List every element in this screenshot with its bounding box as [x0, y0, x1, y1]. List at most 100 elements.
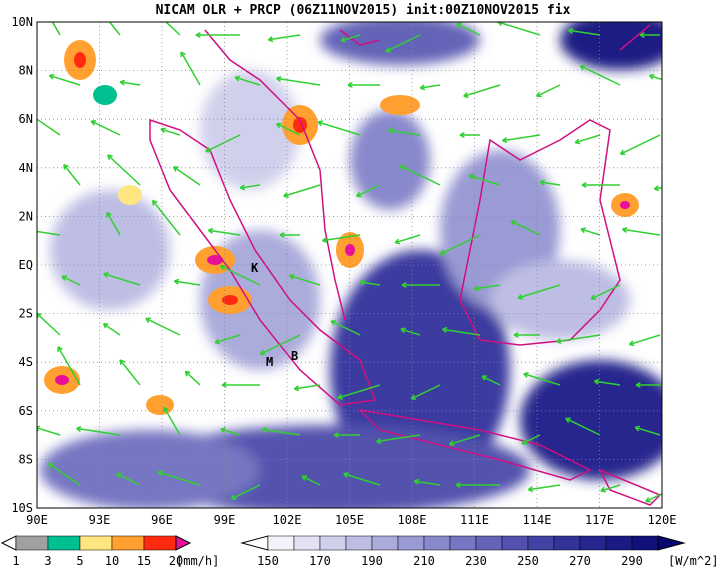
wind-arrow: [593, 378, 621, 386]
lon-label: 111E: [460, 513, 489, 527]
colorbar-label: 15: [137, 554, 151, 568]
colorbar-segment: [143, 535, 177, 551]
wind-arrow: [463, 84, 501, 98]
wind-arrow: [574, 134, 601, 145]
wind-arrow: [567, 27, 601, 36]
colorbar-label: 150: [257, 554, 279, 568]
colorbar-label: 20: [169, 554, 183, 568]
wind-arrow: [157, 470, 201, 486]
wind-arrow: [513, 331, 540, 339]
colorbar-unit: [W/m^2]: [668, 554, 719, 568]
colorbars: 1 3 5 10 15 20[mm/h] 150 170 190 210 230 250 270 290 […: [0, 535, 719, 568]
colorbar-label: 290: [621, 554, 643, 568]
wind-arrow: [90, 120, 121, 136]
wind-arrow: [648, 73, 662, 81]
wind-arrow: [63, 163, 81, 186]
wind-arrow: [230, 484, 261, 500]
colorbar-label: 270: [569, 554, 591, 568]
wind-arrow: [108, 22, 121, 36]
lon-label: 93E: [89, 513, 111, 527]
colorbar-segment: [501, 535, 529, 551]
wind-arrow: [394, 234, 421, 245]
lat-label: 4N: [19, 161, 33, 175]
wind-arrow: [639, 31, 660, 39]
wind-arrow: [205, 134, 241, 153]
colorbar-segment: [397, 535, 425, 551]
wind-arrow: [219, 264, 261, 286]
colorbar-label: 250: [517, 554, 539, 568]
wind-arrow: [455, 22, 481, 36]
wind-arrow: [180, 51, 201, 86]
lon-label: 120E: [648, 513, 677, 527]
wind-arrow: [481, 375, 501, 386]
wind-vectors: [37, 22, 662, 503]
colorbar-unit: [mm/h]: [176, 554, 219, 568]
wind-arrow: [340, 34, 361, 43]
colorbar-segment: [319, 535, 347, 551]
wind-arrow: [49, 22, 61, 36]
lon-label: 117E: [585, 513, 614, 527]
wind-arrow: [510, 220, 541, 236]
wind-arrow: [259, 334, 301, 356]
wind-arrow: [151, 199, 181, 236]
wind-arrow: [267, 34, 301, 43]
title: NICAM OLR + PRCP (06Z11NOV2015) init:00Z…: [156, 3, 571, 18]
lon-label: 90E: [26, 513, 48, 527]
wind-arrow: [239, 184, 261, 191]
wind-arrow: [419, 84, 441, 91]
colorbar-segment: [15, 535, 49, 551]
wind-arrow: [343, 472, 381, 486]
wind-arrow: [359, 279, 381, 286]
wind-arrow: [441, 326, 481, 336]
lon-label: 96E: [151, 513, 173, 527]
wind-arrow: [580, 227, 601, 236]
wind-arrow: [628, 334, 661, 347]
wind-arrow: [115, 472, 141, 486]
lat-label: 10S: [11, 501, 33, 515]
map-frame: [36, 21, 663, 509]
wind-arrow: [275, 122, 301, 136]
colorbar-segment: [527, 535, 555, 551]
wind-arrow: [321, 234, 361, 244]
place-label: K: [251, 261, 259, 275]
wind-arrow: [163, 406, 181, 436]
colorbar-segment: [475, 535, 503, 551]
lon-label: 108E: [398, 513, 427, 527]
wind-arrow: [600, 484, 621, 493]
lat-label: 8N: [19, 64, 33, 78]
wind-arrow: [288, 273, 321, 286]
wind-arrow: [556, 334, 601, 344]
lat-label: EQ: [19, 258, 33, 272]
wind-arrow: [214, 334, 241, 345]
colorbar-segment: [553, 535, 581, 551]
colorbar-label: 3: [44, 554, 51, 568]
colorbar-label: 10: [105, 554, 119, 568]
colorbar-label: 1: [12, 554, 19, 568]
map-area: [37, 22, 662, 508]
wind-arrow: [119, 79, 141, 86]
wind-arrow: [37, 425, 61, 436]
wind-arrow: [145, 317, 181, 336]
wind-arrow: [355, 184, 381, 198]
lat-label: 8S: [19, 452, 33, 466]
colorbar-segment: [293, 535, 321, 551]
colorbar-segment: [79, 535, 113, 551]
wind-arrow: [103, 272, 141, 286]
wind-arrow: [37, 230, 61, 236]
wind-arrow: [590, 284, 621, 300]
lat-label: 2N: [19, 209, 33, 223]
wind-arrow: [459, 131, 480, 139]
lat-label: 4S: [19, 355, 33, 369]
wind-arrow: [439, 234, 481, 256]
wind-arrow: [347, 81, 380, 89]
colorbar-segment: [605, 535, 633, 551]
wind-arrow: [293, 384, 321, 392]
lat-label: 6S: [19, 404, 33, 418]
colorbar-segment: [423, 535, 451, 551]
wind-arrow: [387, 127, 421, 136]
olr-field: [40, 22, 662, 508]
place-label: M: [266, 355, 273, 369]
wind-arrow: [661, 275, 662, 278]
wind-arrow: [497, 22, 541, 36]
